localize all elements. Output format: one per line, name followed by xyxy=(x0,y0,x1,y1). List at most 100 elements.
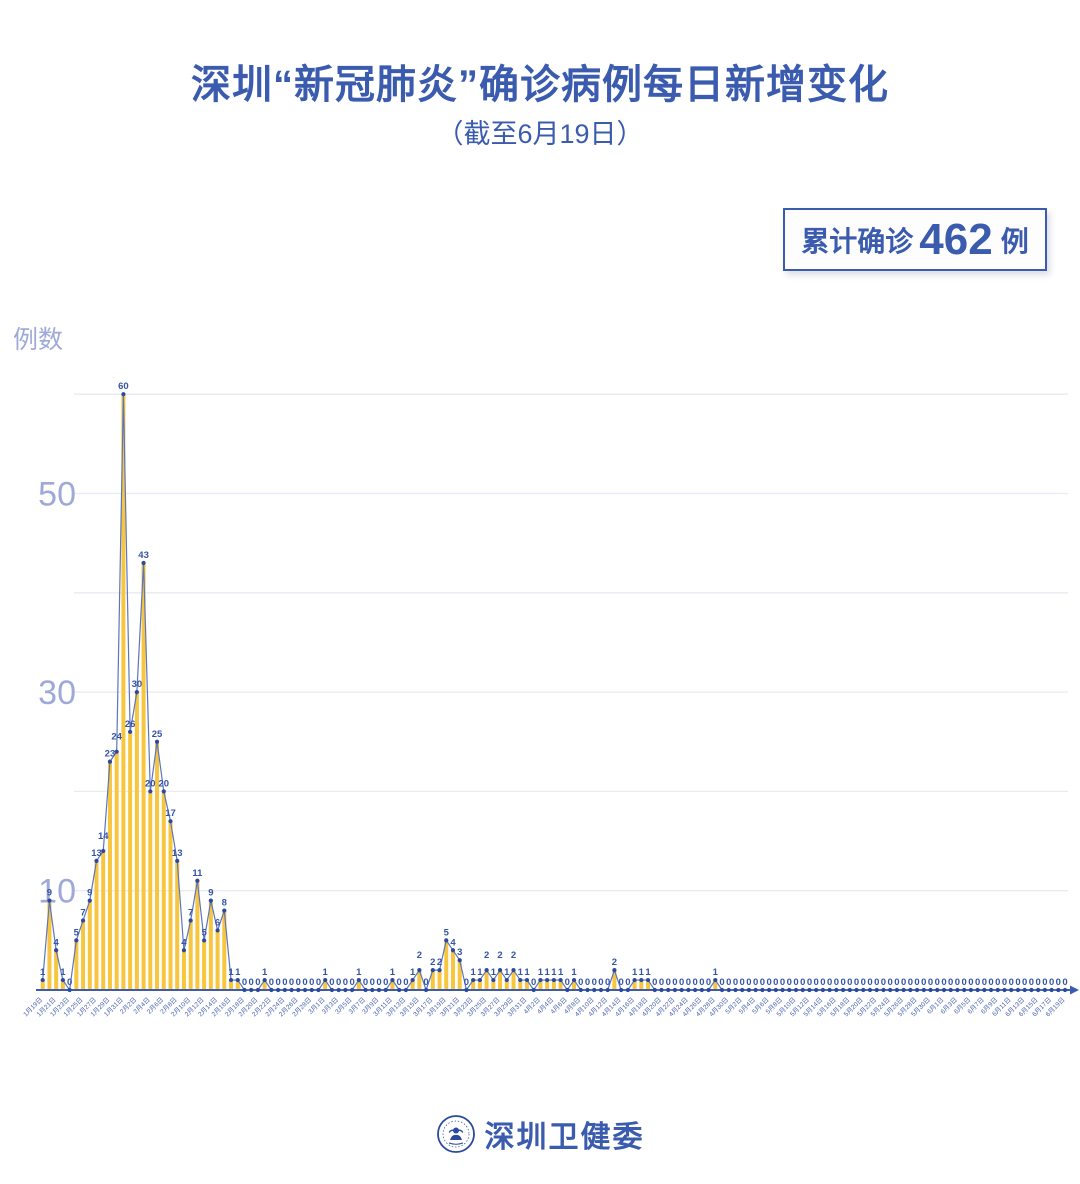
daily-case-bar xyxy=(417,970,422,990)
data-point xyxy=(1022,987,1027,993)
value-label: 5 xyxy=(74,927,80,938)
data-point xyxy=(410,977,415,983)
value-label: 0 xyxy=(329,977,334,988)
value-label: 1 xyxy=(477,967,483,978)
data-point xyxy=(417,968,422,973)
value-label: 2 xyxy=(497,950,502,961)
value-label: 25 xyxy=(152,729,163,740)
data-point xyxy=(94,858,99,864)
value-label: 1 xyxy=(262,967,268,978)
value-label: 0 xyxy=(948,977,953,988)
daily-case-bar xyxy=(229,980,234,990)
value-label: 0 xyxy=(618,977,623,988)
daily-case-bar xyxy=(114,751,119,990)
data-point xyxy=(847,987,852,993)
value-label: 0 xyxy=(847,977,852,988)
daily-case-bar xyxy=(518,980,523,990)
data-point xyxy=(659,987,664,993)
data-point xyxy=(551,977,556,983)
data-point xyxy=(60,977,65,983)
value-label: 11 xyxy=(192,868,203,879)
data-point xyxy=(202,938,207,943)
data-point xyxy=(948,987,953,993)
value-label: 2 xyxy=(484,950,489,961)
value-label: 0 xyxy=(397,977,402,988)
data-point xyxy=(800,987,805,993)
value-label: 0 xyxy=(1002,977,1007,988)
daily-case-bar xyxy=(74,940,79,990)
data-point xyxy=(733,987,738,993)
daily-case-bar xyxy=(713,980,718,990)
data-point xyxy=(134,690,139,695)
value-label: 0 xyxy=(935,977,940,988)
data-point xyxy=(107,759,113,764)
value-label: 0 xyxy=(1009,977,1014,988)
value-label: 0 xyxy=(316,977,321,988)
value-label: 26 xyxy=(125,719,136,730)
daily-case-bar xyxy=(202,940,207,990)
value-label: 0 xyxy=(867,977,872,988)
value-label: 1 xyxy=(524,967,530,978)
data-point xyxy=(753,987,758,993)
value-label: 2 xyxy=(430,957,435,968)
data-point xyxy=(598,987,604,993)
data-point xyxy=(780,987,785,993)
data-point xyxy=(827,987,832,993)
data-point xyxy=(1002,987,1007,993)
value-label: 0 xyxy=(605,977,610,988)
data-point xyxy=(1042,987,1047,993)
data-point xyxy=(74,938,79,943)
data-point xyxy=(578,987,583,993)
data-point xyxy=(988,987,994,993)
value-label: 1 xyxy=(390,967,396,978)
daily-case-bar xyxy=(498,970,503,990)
value-label: 0 xyxy=(760,977,765,988)
data-point xyxy=(787,987,792,993)
value-label: 0 xyxy=(275,977,280,988)
badge-total-value: 462 xyxy=(919,214,993,264)
data-point xyxy=(370,987,375,993)
data-point xyxy=(457,958,462,963)
daily-case-bar xyxy=(101,850,106,990)
daily-case-bar xyxy=(437,970,442,990)
value-label: 0 xyxy=(861,977,866,988)
daily-case-bar xyxy=(572,980,577,990)
data-point xyxy=(148,789,153,794)
value-label: 7 xyxy=(80,907,85,918)
value-label: 0 xyxy=(941,977,946,988)
value-label: 0 xyxy=(666,977,671,988)
daily-case-bar xyxy=(612,970,617,990)
value-label: 0 xyxy=(242,977,247,988)
value-label: 13 xyxy=(172,848,183,859)
value-label: 1 xyxy=(645,967,651,978)
daily-case-bar xyxy=(457,960,462,990)
data-point xyxy=(666,987,671,993)
value-label: 0 xyxy=(726,977,731,988)
daily-case-bar xyxy=(545,980,550,990)
data-point xyxy=(975,987,980,993)
value-label: 0 xyxy=(67,977,72,988)
data-point xyxy=(679,987,684,993)
value-label: 1 xyxy=(538,967,544,978)
data-point xyxy=(121,392,126,397)
data-point xyxy=(571,977,577,983)
data-point xyxy=(820,987,826,993)
value-label: 0 xyxy=(928,977,933,988)
data-point xyxy=(282,987,287,993)
value-label: 2 xyxy=(612,957,617,968)
data-point xyxy=(814,987,819,993)
data-point xyxy=(686,987,691,993)
value-label: 1 xyxy=(235,967,241,978)
value-label: 0 xyxy=(766,977,771,988)
value-label: 4 xyxy=(450,937,456,948)
data-point xyxy=(423,987,429,993)
org-logo-icon xyxy=(436,1115,475,1153)
data-point xyxy=(807,987,812,993)
data-point xyxy=(1009,987,1014,993)
data-point xyxy=(430,968,435,973)
value-label: 0 xyxy=(403,977,408,988)
daily-case-bar xyxy=(491,980,496,990)
value-label: 0 xyxy=(773,977,778,988)
value-label: 4 xyxy=(181,937,187,948)
data-point xyxy=(363,987,368,993)
